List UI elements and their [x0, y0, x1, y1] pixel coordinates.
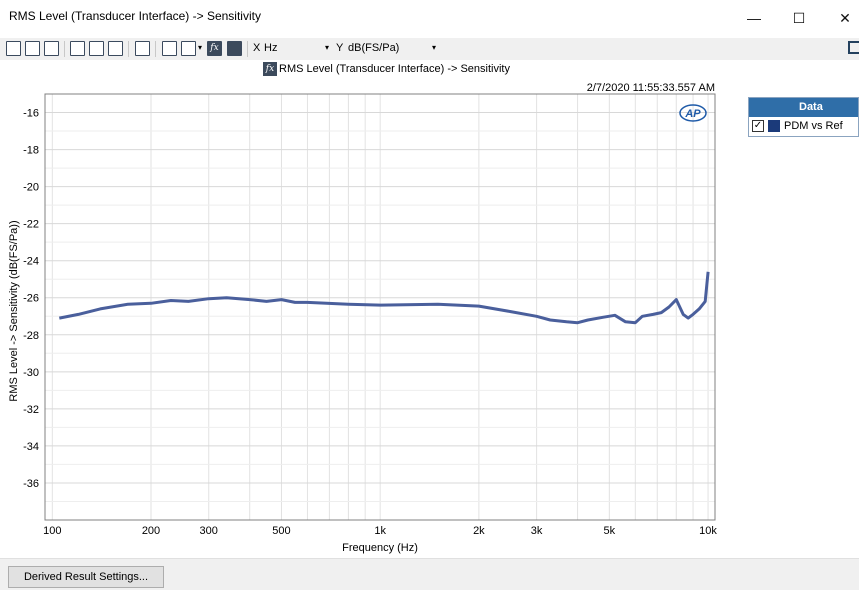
toolbar-separator: [155, 41, 156, 57]
window-title: RMS Level (Transducer Interface) -> Sens…: [9, 9, 261, 23]
bottom-bar: Derived Result Settings...: [0, 558, 859, 590]
legend-item-label: PDM vs Ref: [784, 120, 843, 132]
y-tick-label: -28: [23, 330, 39, 342]
y-tick-label: -36: [23, 478, 39, 490]
y-tick-label: -20: [23, 182, 39, 194]
x-unit-select[interactable]: Hz: [264, 42, 278, 54]
chevron-down-icon[interactable]: ▾: [432, 43, 437, 52]
x-tick-label: 10k: [699, 525, 717, 537]
x-tick-label: 300: [200, 525, 218, 537]
svg-text:AP: AP: [684, 108, 701, 120]
y-axis-title: RMS Level -> Sensitivity (dB(FS/Pa)): [8, 220, 20, 401]
pan-icon[interactable]: [89, 41, 104, 56]
y-axis-label: Y: [336, 42, 344, 54]
chevron-down-icon[interactable]: ▾: [198, 43, 203, 52]
y-tick-label: -30: [23, 367, 39, 379]
toolbar-separator: [247, 41, 248, 57]
y-tick-label: -18: [23, 145, 39, 157]
zoom-icon[interactable]: [70, 41, 85, 56]
legend-item[interactable]: ✓ PDM vs Ref: [749, 117, 858, 136]
legend-header: Data: [749, 98, 858, 117]
toolbar-separator: [64, 41, 65, 57]
graph-toolbar: ▾ fx X Hz ▾ Y dB(FS/Pa) ▾: [0, 38, 859, 60]
function-icon[interactable]: fx: [207, 41, 222, 56]
timestamp: 2/7/2020 11:55:33.557 AM: [586, 82, 715, 94]
chevron-down-icon[interactable]: ▾: [325, 43, 330, 52]
x-tick-label: 1k: [374, 525, 386, 537]
x-tick-label: 2k: [473, 525, 485, 537]
derived-result-settings-button[interactable]: Derived Result Settings...: [8, 566, 164, 588]
x-tick-label: 500: [272, 525, 290, 537]
save-icon[interactable]: [6, 41, 21, 56]
y-tick-label: -16: [23, 108, 39, 120]
x-tick-label: 100: [43, 525, 61, 537]
graph-title-bar: fx RMS Level (Transducer Interface) -> S…: [0, 60, 859, 78]
toolbar-separator: [128, 41, 129, 57]
graph-style-icon[interactable]: [181, 41, 196, 56]
x-tick-label: 5k: [604, 525, 616, 537]
y-unit-select[interactable]: dB(FS/Pa): [348, 42, 400, 54]
x-tick-label: 3k: [531, 525, 543, 537]
gear-icon[interactable]: [227, 41, 242, 56]
sensitivity-chart[interactable]: 100 200 300 500 1k 2k 3k 5k 10k -16 -18 -20 -22 -24 -2…: [0, 92, 859, 558]
series-layer: [59, 271, 710, 325]
y-tick-label: -34: [23, 441, 39, 453]
y-tick-label: -24: [23, 256, 39, 268]
cursor-icon[interactable]: [135, 41, 150, 56]
series-line-pdm-vs-ref: [59, 271, 710, 325]
y-tick-label: -32: [23, 404, 39, 416]
x-tick-label: 200: [142, 525, 160, 537]
maximize-button[interactable]: ☐: [792, 10, 806, 26]
fit-icon[interactable]: [108, 41, 123, 56]
graph-title: RMS Level (Transducer Interface) -> Sens…: [279, 63, 510, 75]
tick-labels: 100 200 300 500 1k 2k 3k 5k 10k -16 -18 -20 -22 -24 -2…: [23, 108, 717, 537]
y-tick-label: -22: [23, 219, 39, 231]
print-icon[interactable]: [44, 41, 59, 56]
ap-logo: AP: [679, 104, 707, 122]
x-axis-title: Frequency (Hz): [342, 542, 418, 554]
minimize-button[interactable]: —: [747, 10, 761, 26]
function-icon: fx: [263, 62, 277, 76]
copy-icon[interactable]: [25, 41, 40, 56]
series-color-swatch: [768, 120, 780, 132]
table-icon[interactable]: [162, 41, 177, 56]
legend-panel: Data ✓ PDM vs Ref: [748, 97, 859, 137]
close-button[interactable]: ✕: [839, 10, 851, 26]
checkbox[interactable]: ✓: [752, 120, 764, 132]
plot-area: [44, 93, 716, 521]
grid: [45, 94, 715, 520]
x-axis-label: X: [253, 42, 261, 54]
title-bar: RMS Level (Transducer Interface) -> Sens…: [0, 0, 859, 36]
y-tick-label: -26: [23, 293, 39, 305]
export-icon[interactable]: [848, 41, 859, 54]
